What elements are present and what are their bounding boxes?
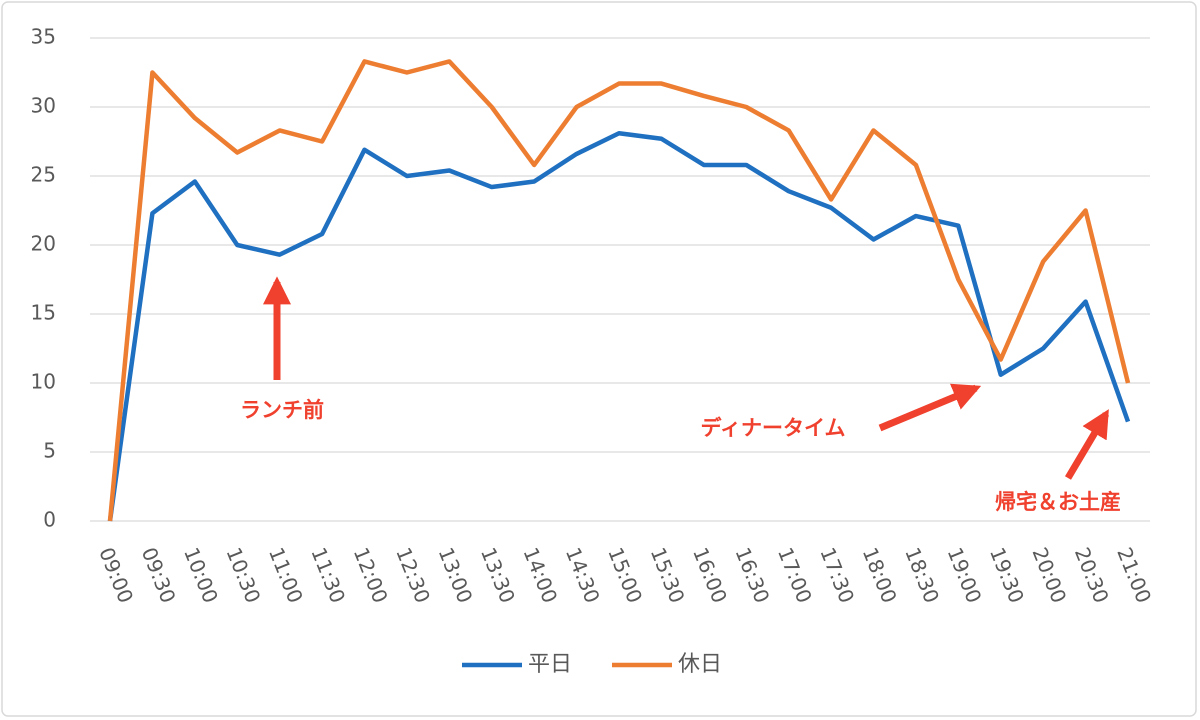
annotation: ディナータイム — [700, 416, 845, 440]
annotation: ランチ前 — [240, 398, 324, 422]
y-tick-label: 10 — [31, 370, 56, 394]
legend-label: 休日 — [678, 652, 722, 677]
y-tick-label: 5 — [43, 439, 56, 463]
series-line — [107, 130, 1131, 522]
y-tick-label: 30 — [31, 94, 56, 118]
y-tick-label: 15 — [31, 301, 56, 325]
y-tick-label: 20 — [31, 232, 56, 256]
series-line — [107, 59, 1131, 522]
annotation-arrow — [878, 383, 982, 432]
annotation: 帰宅＆お土産 — [995, 490, 1121, 514]
legend-label: 平日 — [528, 652, 572, 677]
annotation-arrow — [1064, 409, 1110, 480]
y-tick-label: 35 — [31, 25, 56, 49]
y-tick-label: 25 — [31, 163, 56, 187]
y-tick-label: 0 — [43, 508, 56, 532]
